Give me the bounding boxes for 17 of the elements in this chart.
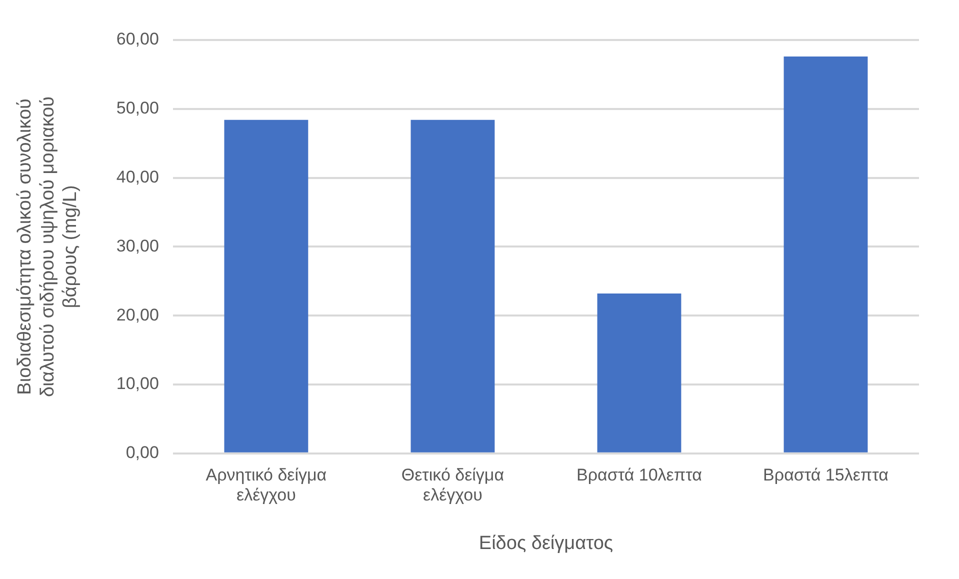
y-tick-label: 20,00 [116, 305, 159, 324]
bar [784, 56, 868, 452]
y-tick-label: 0,00 [126, 443, 159, 462]
x-tick-label: Βραστά 15λεπτα [763, 465, 889, 484]
bar [597, 294, 682, 452]
y-tick-label: 10,00 [116, 374, 159, 394]
y-axis-title: Βιοδιαθεσιμότητα ολικού συνολικού διαλυτού σιδήρου υψηλού μοριακού βάρους (mg/L) [14, 96, 82, 397]
y-tick-label: 60,00 [116, 30, 159, 49]
x-tick-label: Αρνητικό δείγμα ελέγχου [206, 465, 327, 505]
x-tick-label: Θετικό δείγμα ελέγχου [401, 465, 504, 505]
y-tick-label: 40,00 [116, 167, 159, 186]
x-axis-title: Είδος δείγματος [478, 532, 614, 554]
y-tick-label: 30,00 [116, 236, 159, 256]
bar [224, 120, 308, 452]
x-tick-label: Βραστά 10λεπτα [576, 465, 702, 484]
bar [410, 120, 495, 452]
y-tick-label: 50,00 [116, 98, 159, 118]
